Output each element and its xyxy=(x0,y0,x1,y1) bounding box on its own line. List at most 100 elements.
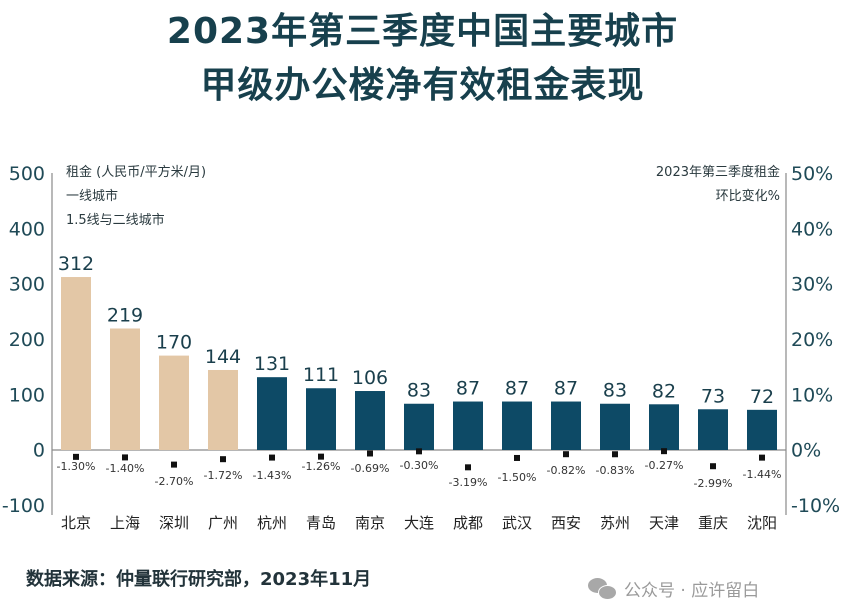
change-marker xyxy=(465,464,471,471)
change-label: -0.30% xyxy=(400,459,439,472)
category-label: 天津 xyxy=(649,514,679,532)
legend-left-title: 租金 (人民币/平方米/月) xyxy=(66,164,206,180)
right-axis-tick-label: 30% xyxy=(791,274,833,296)
bar-value-label: 72 xyxy=(750,386,774,408)
bar xyxy=(355,391,385,450)
change-marker xyxy=(612,451,618,458)
category-label: 北京 xyxy=(61,514,91,532)
change-label: -0.83% xyxy=(596,464,635,477)
right-axis-tick-label: 50% xyxy=(791,163,833,185)
change-marker xyxy=(171,461,177,468)
change-label: -2.70% xyxy=(155,475,194,488)
bar-value-label: 87 xyxy=(456,378,480,400)
change-label: -1.26% xyxy=(302,460,341,473)
bar-value-label: 170 xyxy=(156,332,192,354)
left-axis-tick-label: 100 xyxy=(9,384,45,406)
bar-value-label: 106 xyxy=(352,367,388,389)
left-axis-tick-label: 200 xyxy=(9,329,45,351)
data-source: 数据来源：仲量联行研究部，2023年11月 xyxy=(26,569,372,590)
right-axis-tick-label: 40% xyxy=(791,218,833,240)
change-marker xyxy=(416,448,422,455)
change-marker xyxy=(563,451,569,458)
bar-value-label: 83 xyxy=(407,380,431,402)
right-axis-tick-label: -10% xyxy=(791,495,840,517)
bar xyxy=(306,388,336,450)
bar xyxy=(159,355,189,450)
watermark-text: 公众号 · 应许留白 xyxy=(624,581,760,601)
bar xyxy=(502,401,532,450)
left-axis-tick-label: -100 xyxy=(2,495,45,517)
bar xyxy=(61,277,91,450)
category-label: 苏州 xyxy=(600,514,630,532)
change-marker xyxy=(710,463,716,470)
change-label: -1.40% xyxy=(106,462,145,475)
wechat-icon xyxy=(588,577,618,600)
change-marker xyxy=(759,454,765,461)
change-label: -1.72% xyxy=(204,469,243,482)
right-axis-tick-label: 10% xyxy=(791,384,833,406)
change-marker xyxy=(269,454,275,461)
bar xyxy=(110,328,140,450)
category-label: 广州 xyxy=(208,514,238,532)
change-label: -1.44% xyxy=(743,468,782,481)
change-label: -1.30% xyxy=(57,460,96,473)
category-label: 上海 xyxy=(110,514,140,532)
bar xyxy=(649,404,679,450)
bar xyxy=(257,377,287,450)
bar-value-label: 73 xyxy=(701,385,725,407)
change-label: -3.19% xyxy=(449,476,488,489)
change-label: -1.50% xyxy=(498,471,537,484)
change-marker xyxy=(220,456,226,463)
bar xyxy=(208,369,238,450)
change-marker xyxy=(661,448,667,455)
bar xyxy=(747,409,777,450)
bar xyxy=(453,401,483,450)
bar-value-label: 131 xyxy=(254,353,290,375)
bar-value-label: 87 xyxy=(554,378,578,400)
left-axis-tick-label: 0 xyxy=(33,440,45,462)
left-axis-tick-label: 300 xyxy=(9,274,45,296)
legend-tier1: 一线城市 xyxy=(66,188,118,204)
legend-right-title-line2: 环比变化% xyxy=(716,188,780,204)
category-label: 大连 xyxy=(404,514,434,532)
change-label: -2.99% xyxy=(694,477,733,490)
bar xyxy=(404,403,434,450)
change-label: -0.27% xyxy=(645,459,684,472)
legend-tier2: 1.5线与二线城市 xyxy=(66,212,165,228)
bar-value-label: 312 xyxy=(58,253,94,275)
change-label: -1.43% xyxy=(253,469,292,482)
watermark: 公众号 · 应许留白 xyxy=(588,576,759,601)
change-label: -0.82% xyxy=(547,464,586,477)
bar xyxy=(551,401,581,450)
change-marker xyxy=(367,450,373,457)
bar-value-label: 219 xyxy=(107,304,143,326)
bar-value-label: 87 xyxy=(505,378,529,400)
change-label: -0.69% xyxy=(351,462,390,475)
left-axis-tick-label: 400 xyxy=(9,218,45,240)
change-marker xyxy=(73,453,79,460)
category-label: 沈阳 xyxy=(747,514,777,532)
category-label: 武汉 xyxy=(502,514,532,532)
bar-value-label: 83 xyxy=(603,380,627,402)
bar xyxy=(698,409,728,450)
change-marker xyxy=(514,454,520,461)
category-label: 深圳 xyxy=(159,514,189,532)
category-label: 西安 xyxy=(551,514,581,532)
category-label: 成都 xyxy=(453,514,483,532)
left-axis-tick-label: 500 xyxy=(9,163,45,185)
category-label: 重庆 xyxy=(698,514,728,532)
category-label: 青岛 xyxy=(306,514,336,532)
right-axis-tick-label: 0% xyxy=(791,440,821,462)
right-axis-tick-label: 20% xyxy=(791,329,833,351)
bar-value-label: 111 xyxy=(303,364,339,386)
bar xyxy=(600,403,630,450)
legend-right-title-line1: 2023年第三季度租金 xyxy=(656,164,780,180)
chart-title-line1: 2023年第三季度中国主要城市 xyxy=(166,11,679,52)
bar-value-label: 82 xyxy=(652,380,676,402)
bar-value-label: 144 xyxy=(205,346,241,368)
chart-title-line2: 甲级办公楼净有效租金表现 xyxy=(200,65,645,106)
change-marker xyxy=(318,453,324,460)
category-label: 南京 xyxy=(355,514,385,532)
category-label: 杭州 xyxy=(257,514,287,532)
